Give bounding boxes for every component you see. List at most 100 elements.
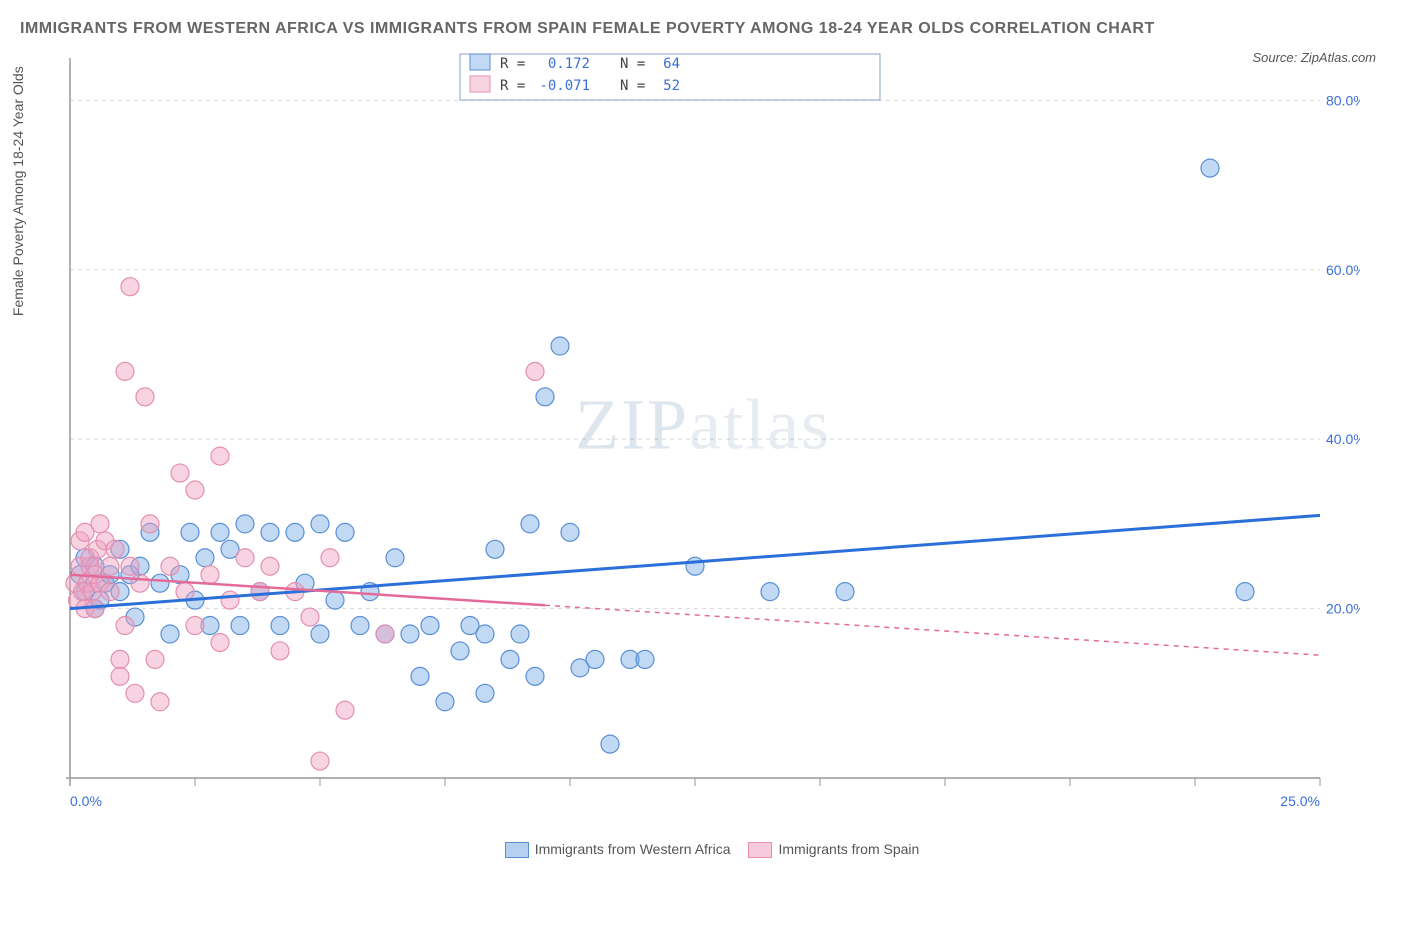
data-point <box>526 362 544 380</box>
data-point <box>351 617 369 635</box>
data-point <box>451 642 469 660</box>
data-point <box>146 650 164 668</box>
y-axis-label: Female Poverty Among 18-24 Year Olds <box>10 66 26 316</box>
data-point <box>836 583 854 601</box>
y-tick-label: 80.0% <box>1326 92 1360 108</box>
legend-r-label: R = <box>500 78 525 94</box>
scatter-chart: 20.0% 40.0% 60.0% 80.0% 0.0% 25.0% R = 0.172 N =… <box>20 48 1360 828</box>
data-point <box>286 523 304 541</box>
data-point <box>311 515 329 533</box>
legend-label: Immigrants from Spain <box>778 841 919 857</box>
data-point <box>271 642 289 660</box>
data-point <box>321 549 339 567</box>
legend-swatch <box>748 842 772 858</box>
data-point <box>401 625 419 643</box>
data-point <box>336 701 354 719</box>
data-point <box>91 515 109 533</box>
data-point <box>131 574 149 592</box>
legend-r-value: -0.071 <box>539 78 590 94</box>
data-point <box>686 557 704 575</box>
legend-n-value: 52 <box>663 78 680 94</box>
data-point <box>151 574 169 592</box>
data-point <box>326 591 344 609</box>
data-point <box>111 650 129 668</box>
legend-r-value: 0.172 <box>548 56 590 72</box>
data-point <box>411 667 429 685</box>
data-point <box>211 633 229 651</box>
trend-line <box>70 515 1320 608</box>
legend-swatch <box>470 54 490 70</box>
data-point <box>211 523 229 541</box>
x-tick-label: 25.0% <box>1280 793 1320 809</box>
data-point <box>196 549 214 567</box>
data-point <box>121 557 139 575</box>
data-point <box>336 523 354 541</box>
data-point <box>376 625 394 643</box>
data-point <box>561 523 579 541</box>
data-point <box>536 388 554 406</box>
data-point <box>116 617 134 635</box>
data-point <box>521 515 539 533</box>
y-tick-label: 40.0% <box>1326 431 1360 447</box>
data-point <box>551 337 569 355</box>
data-point <box>1201 159 1219 177</box>
legend-n-value: 64 <box>663 56 680 72</box>
data-point <box>151 693 169 711</box>
data-point <box>386 549 404 567</box>
y-tick-label: 20.0% <box>1326 601 1360 617</box>
data-point <box>636 650 654 668</box>
data-point <box>231 617 249 635</box>
data-point <box>221 591 239 609</box>
legend-n-label: N = <box>620 56 645 72</box>
data-point <box>181 523 199 541</box>
data-point <box>121 278 139 296</box>
data-point <box>101 557 119 575</box>
data-point <box>236 515 254 533</box>
legend-n-label: N = <box>620 78 645 94</box>
legend-swatch <box>505 842 529 858</box>
data-point <box>486 540 504 558</box>
data-point <box>186 617 204 635</box>
data-point <box>511 625 529 643</box>
trend-line-dashed <box>545 605 1320 655</box>
data-point <box>526 667 544 685</box>
legend-label: Immigrants from Western Africa <box>535 841 731 857</box>
data-point <box>186 481 204 499</box>
data-point <box>161 557 179 575</box>
data-point <box>586 650 604 668</box>
data-point <box>106 540 124 558</box>
x-tick-label: 0.0% <box>70 793 102 809</box>
legend-swatch <box>470 76 490 92</box>
data-point <box>476 625 494 643</box>
data-point <box>601 735 619 753</box>
data-point <box>1236 583 1254 601</box>
data-point <box>261 523 279 541</box>
data-point <box>126 684 144 702</box>
data-point <box>476 684 494 702</box>
legend-r-label: R = <box>500 56 525 72</box>
data-point <box>236 549 254 567</box>
data-point <box>201 566 219 584</box>
page-title: IMMIGRANTS FROM WESTERN AFRICA VS IMMIGR… <box>20 20 1386 38</box>
data-point <box>111 667 129 685</box>
data-point <box>301 608 319 626</box>
data-point <box>211 447 229 465</box>
data-point <box>176 583 194 601</box>
data-point <box>261 557 279 575</box>
data-point <box>171 464 189 482</box>
data-point <box>136 388 154 406</box>
data-point <box>761 583 779 601</box>
data-point <box>101 583 119 601</box>
bottom-legend: Immigrants from Western Africa Immigrants… <box>20 833 1386 858</box>
data-point <box>141 515 159 533</box>
data-point <box>271 617 289 635</box>
data-point <box>311 752 329 770</box>
y-tick-label: 60.0% <box>1326 262 1360 278</box>
data-point <box>161 625 179 643</box>
data-point <box>501 650 519 668</box>
data-point <box>436 693 454 711</box>
chart-container: Female Poverty Among 18-24 Year Olds 20.… <box>20 48 1386 833</box>
data-point <box>116 362 134 380</box>
data-point <box>421 617 439 635</box>
data-point <box>311 625 329 643</box>
